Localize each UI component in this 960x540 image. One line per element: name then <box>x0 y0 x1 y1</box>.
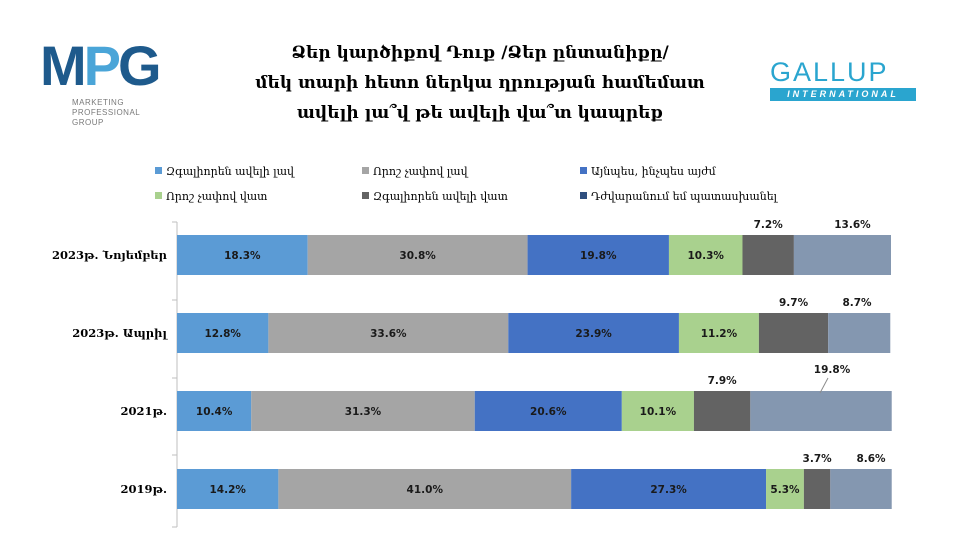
data-label: 20.6% <box>530 406 567 418</box>
legend-label: Դժվարանում եմ պատասխանել <box>591 190 778 203</box>
legend-label: Զգալիորեն ավելի վատ <box>373 190 508 203</box>
gallup-logo-international: INTERNATIONAL <box>770 88 916 101</box>
data-label: 3.7% <box>803 453 833 465</box>
data-label: 19.8% <box>580 250 617 262</box>
data-label-leader-line <box>819 377 829 394</box>
bar-segment <box>278 469 572 509</box>
category-label: 2019թ. <box>121 482 167 496</box>
legend-label: Այնպես, ինչպես այժմ <box>591 165 716 178</box>
data-label: 41.0% <box>407 484 444 496</box>
legend-item: Զգալիորեն ավելի լավ <box>155 165 294 179</box>
bar-segment <box>621 391 694 431</box>
legend-item: Այնպես, ինչպես այժմ <box>580 165 716 179</box>
bar-segment <box>828 313 891 353</box>
chart-title-line-1: Ձեր կարծիքով Դուք /Ձեր ընտանիքը/ <box>291 43 669 63</box>
bar-segment <box>177 235 308 275</box>
chart-title-line-3: ավելի լա՞վ թե ավելի վա՞տ կապրեք <box>297 103 663 123</box>
data-label: 8.6% <box>856 453 886 465</box>
legend-label: Զգալիորեն ավելի լավ <box>166 165 294 178</box>
data-label: 7.2% <box>754 219 784 231</box>
data-label: 10.1% <box>640 406 677 418</box>
legend-swatch <box>155 167 162 174</box>
mpg-logo-line3: GROUP <box>72 118 104 127</box>
data-label: 31.3% <box>345 406 382 418</box>
legend-item: Զգալիորեն ավելի վատ <box>362 190 508 204</box>
mpg-logo-m: M <box>40 34 87 97</box>
data-label: 18.3% <box>224 250 261 262</box>
mpg-logo-g: G <box>118 34 162 97</box>
data-label: 12.8% <box>204 328 241 340</box>
bar-segment <box>668 235 743 275</box>
mpg-logo-line1: MARKETING <box>72 98 125 107</box>
mpg-logo-letters: MPG <box>40 34 162 98</box>
data-label: 5.3% <box>770 484 800 496</box>
data-label: 9.7% <box>779 297 809 309</box>
bar-segment <box>830 469 892 509</box>
bar-segment <box>803 469 831 509</box>
bar-segment <box>268 313 509 353</box>
bar-segment <box>527 235 669 275</box>
mpg-logo-p: P <box>83 34 121 97</box>
mpg-logo-caption: MARKETING PROFESSIONAL GROUP <box>72 98 140 128</box>
data-label: 8.7% <box>842 297 872 309</box>
chart-title-line-2: մեկ տարի հետո ներկա ղրության համեմատ <box>255 73 705 93</box>
category-label: 2023թ. Նոյեմբեր <box>52 248 168 262</box>
data-label: 11.2% <box>701 328 738 340</box>
bar-segment <box>177 469 279 509</box>
bar-segment <box>678 313 759 353</box>
bar-segment <box>750 391 892 431</box>
legend-swatch <box>362 192 369 199</box>
bar-segment <box>177 313 269 353</box>
legend-label: Որոշ չափով լավ <box>373 165 468 178</box>
bar-segment <box>508 313 679 353</box>
data-label: 23.9% <box>575 328 612 340</box>
category-label: 2023թ. Ապրիլ <box>72 326 168 340</box>
legend-swatch <box>580 167 587 174</box>
data-label: 10.3% <box>687 250 724 262</box>
bar-segment <box>571 469 767 509</box>
data-label: 27.3% <box>650 484 687 496</box>
mpg-logo-line2: PROFESSIONAL <box>72 108 141 117</box>
legend-swatch <box>362 167 369 174</box>
legend-swatch <box>155 192 162 199</box>
data-label: 30.8% <box>399 250 436 262</box>
bar-segment <box>251 391 475 431</box>
data-label: 13.6% <box>834 219 871 231</box>
data-label: 10.4% <box>196 406 233 418</box>
bar-segment <box>742 235 794 275</box>
gallup-logo-wordmark: GALLUP <box>770 57 889 87</box>
mpg-logo: MPG MARKETING PROFESSIONAL GROUP <box>40 34 200 134</box>
bar-segment <box>307 235 528 275</box>
bar-segment <box>693 391 751 431</box>
bar-segment <box>758 313 829 353</box>
data-label: 14.2% <box>209 484 246 496</box>
bar-segment <box>474 391 622 431</box>
legend-item: Որոշ չափով լավ <box>362 165 468 179</box>
bar-segment <box>177 391 252 431</box>
legend-label: Որոշ չափով վատ <box>166 190 268 203</box>
category-label: 2021թ. <box>121 404 167 418</box>
legend-item: Որոշ չափով վատ <box>155 190 267 204</box>
legend-item: Դժվարանում եմ պատասխանել <box>580 190 777 204</box>
data-label: 19.8% <box>814 364 851 376</box>
data-label: 7.9% <box>708 375 738 387</box>
chart-title: Ձեր կարծիքով Դուք /Ձեր ընտանիքը/ մեկ տար… <box>230 38 730 128</box>
legend-swatch <box>580 192 587 199</box>
data-label: 33.6% <box>370 328 407 340</box>
bar-segment <box>766 469 804 509</box>
bar-segment <box>793 235 891 275</box>
gallup-logo: GALLUP INTERNATIONAL <box>770 58 916 101</box>
